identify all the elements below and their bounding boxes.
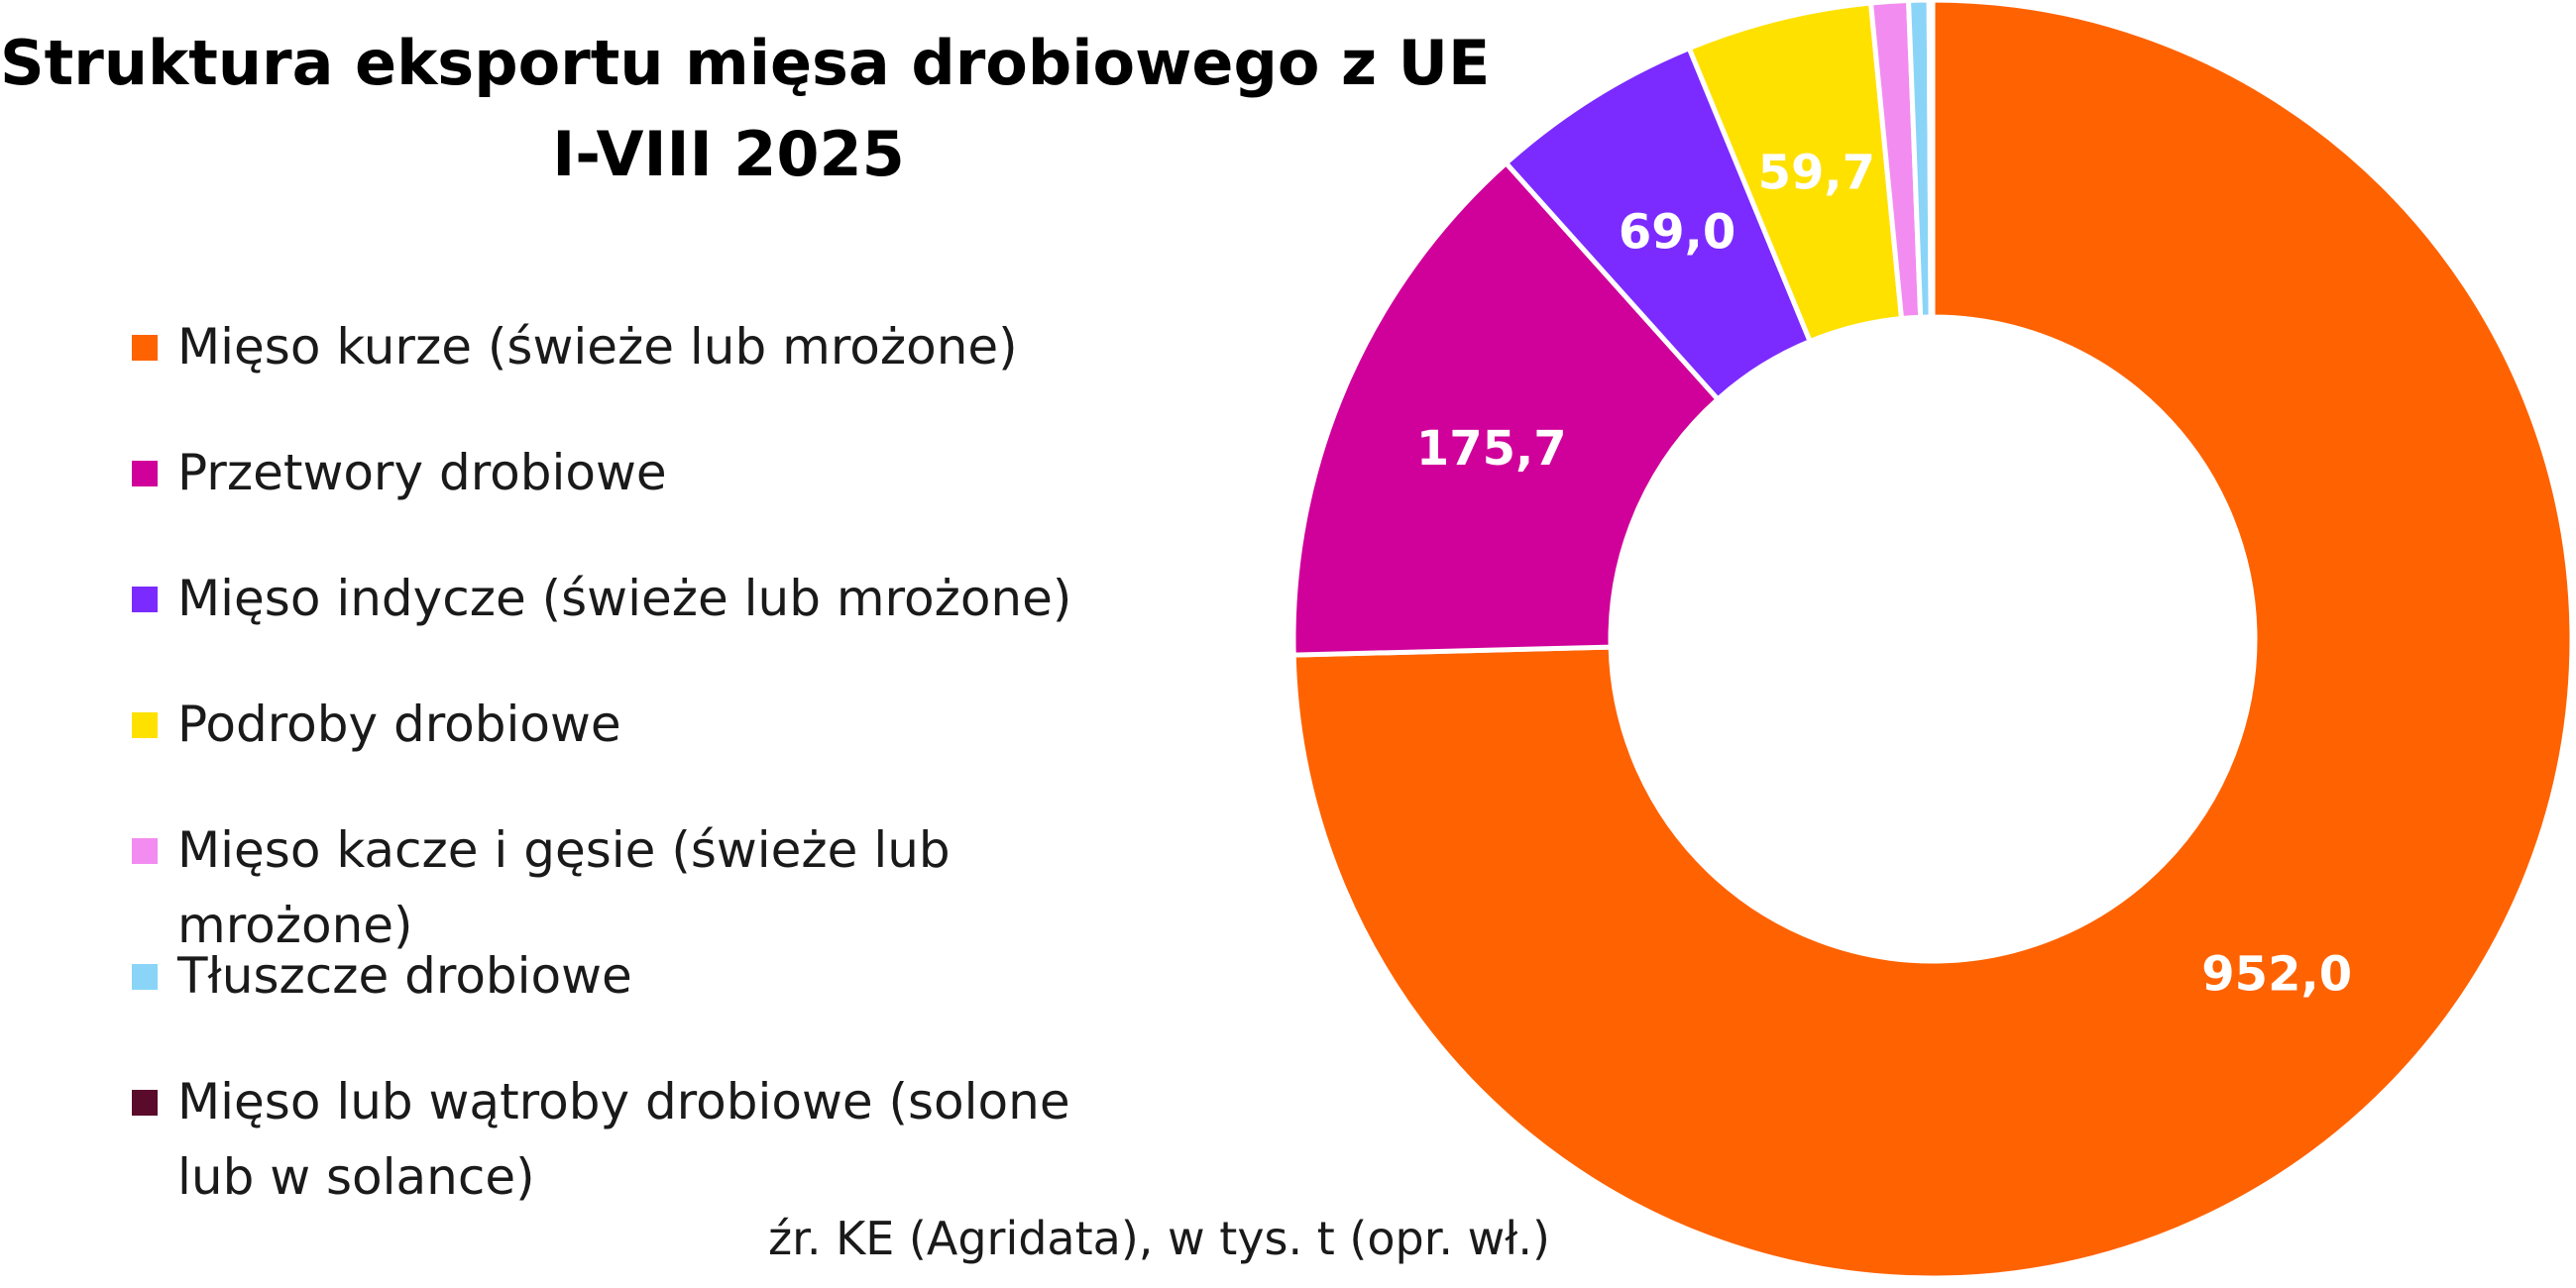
donut-slice xyxy=(1290,0,2575,1281)
donut-slice xyxy=(1926,0,1936,320)
legend-item: Mięso lub wątroby drobiowe (solone lub w… xyxy=(132,1064,1182,1215)
donut-slice xyxy=(1290,160,1722,658)
legend-swatch xyxy=(132,335,158,361)
chart-subtitle: I-VIII 2025 xyxy=(552,118,905,190)
legend-label: Mięso lub wątroby drobiowe (solone lub w… xyxy=(177,1073,1070,1206)
slice-value-label: 952,0 xyxy=(2201,947,2352,1003)
legend-label: Mięso kurze (świeże lub mrożone) xyxy=(177,318,1018,376)
source-note: źr. KE (Agridata), w tys. t (opr. wł.) xyxy=(768,1212,1550,1265)
donut-slices xyxy=(1290,0,2575,1281)
legend-item: Mięso indycze (świeże lub mrożone) xyxy=(132,561,1169,636)
legend-label: Mięso kacze i gęsie (świeże lub mrożone) xyxy=(177,821,951,954)
legend-label: Podroby drobiowe xyxy=(177,696,621,753)
legend-item: Mięso kurze (świeże lub mrożone) xyxy=(132,309,1169,384)
slice-value-label: 59,7 xyxy=(1758,145,1875,200)
legend-item: Podroby drobiowe xyxy=(132,687,1169,762)
legend-label: Tłuszcze drobiowe xyxy=(177,947,632,1005)
legend-swatch xyxy=(132,461,158,486)
legend-item: Mięso kacze i gęsie (świeże lub mrożone) xyxy=(132,812,1169,963)
legend-swatch xyxy=(132,964,158,990)
legend-label: Mięso indycze (świeże lub mrożone) xyxy=(177,570,1072,627)
chart-title-block: Struktura eksportu mięsa drobiowego z UE… xyxy=(0,18,1491,200)
legend-swatch xyxy=(132,1090,158,1116)
legend-swatch xyxy=(132,712,158,738)
chart-title: Struktura eksportu mięsa drobiowego z UE xyxy=(0,27,1491,99)
slice-value-label: 175,7 xyxy=(1416,421,1567,477)
legend-item: Tłuszcze drobiowe xyxy=(132,938,1169,1014)
legend-label: Przetwory drobiowe xyxy=(177,444,667,501)
legend-swatch xyxy=(132,587,158,612)
legend-item: Przetwory drobiowe xyxy=(132,435,1169,510)
legend-swatch xyxy=(132,838,158,864)
donut-labels: 952,0 175,7 69,0 59,7 xyxy=(1416,145,2352,1002)
slice-value-label: 69,0 xyxy=(1619,204,1736,260)
